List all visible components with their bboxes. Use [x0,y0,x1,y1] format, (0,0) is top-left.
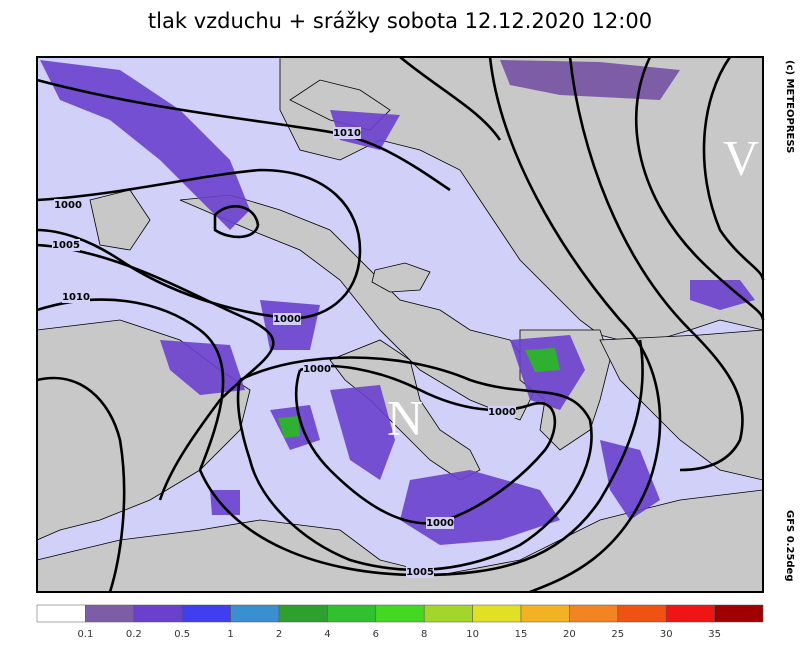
credit: (c) METEOPRESS [784,60,795,153]
isobar-label: 1000 [54,200,82,211]
legend: 0.1 0.2 0.5 1 2 4 6 8 10 15 20 25 30 35 [36,604,764,640]
isobar-label-bg [62,291,90,303]
isobar-label: 1010 [333,128,361,139]
isobar-label-bg [426,517,454,529]
legend-swatch [133,604,183,623]
legend-label: 1 [227,629,233,640]
isobar-label-bg [54,199,82,211]
legend-label: 20 [563,629,576,640]
legend-label: 15 [515,629,528,640]
legend-label: 30 [660,629,673,640]
pressure-center: N [387,389,423,445]
legend-swatch [520,604,570,623]
legend-label: 8 [421,629,427,640]
isobar-label-bg [333,127,361,139]
map-labels: V N 1010 1000 1005 1010 1000 1000 1000 1000 1005 [52,127,759,578]
isobar-label-bg [273,313,301,325]
isobar-label-bg [488,406,516,418]
pressure-center: V [723,129,759,185]
legend-label: 0.5 [174,629,190,640]
title: tlak vzduchu + srážky sobota 12.12.2020 … [148,9,652,33]
legend-label: 2 [276,629,282,640]
isobar-label: 1000 [426,518,454,529]
legend-swatch [278,604,328,623]
isobar-label: 1000 [488,407,516,418]
map [36,55,765,594]
isobar-label: 1005 [406,567,434,578]
legend-swatch [569,604,619,623]
isobar-label: 1000 [273,314,301,325]
isobars [36,55,765,594]
isobar-label-bg [52,239,80,251]
legend-swatch [327,604,377,623]
legend-swatch [230,604,280,623]
model: GFS 0.25deg [784,510,795,582]
legend-label: 4 [324,629,330,640]
legend-label: 0.2 [126,629,142,640]
legend-label: 25 [611,629,624,640]
legend-label: 6 [373,629,379,640]
legend-swatch [472,604,522,623]
legend-swatch [423,604,473,623]
legend-swatch [617,604,667,623]
legend-label: 35 [708,629,721,640]
isobar-label-bg [406,566,434,578]
legend-swatch [375,604,425,623]
legend-swatch [714,604,764,623]
isobar-label: 1010 [62,292,90,303]
legend-label: 0.1 [77,629,93,640]
legend-label: 10 [466,629,479,640]
legend-swatch [181,604,231,623]
isobar-label-bg [303,363,331,375]
legend-swatch [36,604,86,623]
isobar-label: 1000 [303,364,331,375]
map-frame [36,56,764,593]
legend-swatch [665,604,715,623]
isobar-label: 1005 [52,240,80,251]
legend-swatch [85,604,135,623]
